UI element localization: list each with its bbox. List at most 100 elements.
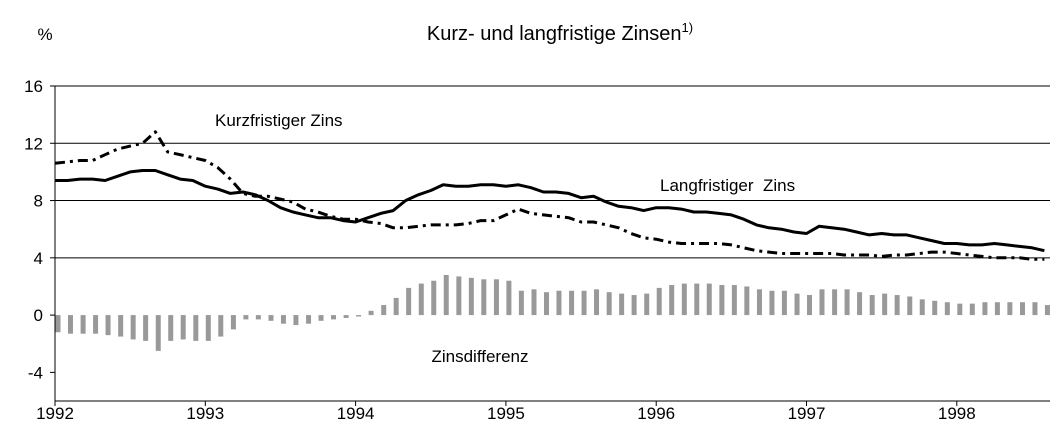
x-tick-label: 1994 — [337, 404, 375, 423]
bar — [706, 283, 712, 316]
bar — [857, 292, 863, 316]
bar — [431, 280, 437, 316]
bar — [869, 295, 875, 316]
bar — [481, 279, 487, 316]
bar — [381, 305, 387, 316]
bar — [293, 315, 299, 326]
bar — [994, 302, 1000, 316]
x-tick-label: 1992 — [36, 404, 74, 423]
bar — [67, 315, 73, 334]
bar — [418, 283, 424, 316]
series-label: Langfristiger Zins — [660, 176, 795, 195]
y-tick-label: 0 — [34, 306, 43, 325]
bar — [756, 289, 762, 316]
line — [54, 130, 1045, 261]
bar — [468, 277, 474, 316]
bar — [1019, 302, 1025, 316]
bar — [606, 292, 612, 316]
bar — [581, 290, 587, 316]
line — [55, 169, 1045, 253]
title-note: 1) — [682, 20, 694, 35]
x-tick-label: 1995 — [487, 404, 525, 423]
bar — [243, 315, 249, 320]
series-label: Kurzfristiger Zins — [215, 111, 343, 130]
bar — [894, 295, 900, 316]
bar — [907, 296, 913, 316]
bar — [93, 315, 99, 334]
bar — [1044, 305, 1050, 316]
y-tick-label: -4 — [28, 363, 43, 382]
bar — [255, 315, 261, 320]
bar — [155, 315, 161, 351]
bar — [744, 286, 750, 316]
bar — [306, 315, 312, 324]
bar — [143, 315, 149, 341]
bar — [631, 295, 637, 316]
bar — [531, 289, 537, 316]
bar — [118, 315, 124, 337]
bar — [393, 297, 399, 316]
bar — [644, 293, 650, 316]
series-label: Zinsdifferenz — [431, 347, 528, 366]
bar — [882, 293, 888, 316]
bar — [406, 287, 412, 316]
bar — [193, 315, 199, 341]
bar — [944, 302, 950, 316]
chart-title: Kurz- und langfristige Zinsen1) — [427, 20, 693, 45]
y-tick-label: 8 — [34, 192, 43, 211]
bar — [506, 280, 512, 316]
bar — [180, 315, 186, 340]
bar — [769, 290, 775, 316]
bar — [594, 289, 600, 316]
x-tick-label: 1998 — [938, 404, 976, 423]
bar — [80, 315, 86, 334]
bar — [1032, 302, 1038, 316]
bar — [55, 315, 61, 333]
bar — [443, 275, 449, 316]
bar — [781, 290, 787, 316]
bar — [105, 315, 111, 336]
bar — [719, 285, 725, 316]
bar — [919, 299, 925, 316]
bar — [556, 290, 562, 316]
bar — [493, 279, 499, 316]
x-tick-label: 1997 — [788, 404, 826, 423]
bar — [569, 290, 575, 316]
bar — [669, 285, 675, 316]
bar — [456, 276, 462, 316]
bar — [656, 287, 662, 316]
bar — [168, 315, 174, 341]
bar — [807, 295, 813, 316]
title-text: Kurz- und langfristige Zinsen — [427, 23, 682, 45]
bar — [130, 315, 136, 340]
bar — [356, 315, 362, 317]
bar — [794, 293, 800, 316]
bar — [331, 315, 337, 320]
bar — [619, 293, 625, 316]
y-tick-label: 16 — [24, 77, 43, 96]
bar — [731, 285, 737, 316]
bar — [343, 315, 349, 318]
bar — [218, 315, 224, 337]
bar — [932, 300, 938, 316]
bar — [368, 310, 374, 316]
x-tick-label: 1993 — [186, 404, 224, 423]
bar — [518, 290, 524, 316]
bar — [543, 292, 549, 316]
bar — [681, 283, 687, 316]
y-axis-label: % — [37, 25, 52, 44]
bar — [1007, 302, 1013, 316]
bar — [982, 302, 988, 316]
bar — [318, 315, 324, 321]
bar — [957, 303, 963, 316]
bar — [832, 289, 838, 316]
bar — [230, 315, 236, 330]
y-tick-label: 4 — [34, 249, 43, 268]
bar — [268, 315, 274, 321]
bar — [969, 303, 975, 316]
bar — [694, 283, 700, 316]
y-tick-label: 12 — [24, 134, 43, 153]
x-tick-label: 1996 — [637, 404, 675, 423]
bar — [280, 315, 286, 324]
